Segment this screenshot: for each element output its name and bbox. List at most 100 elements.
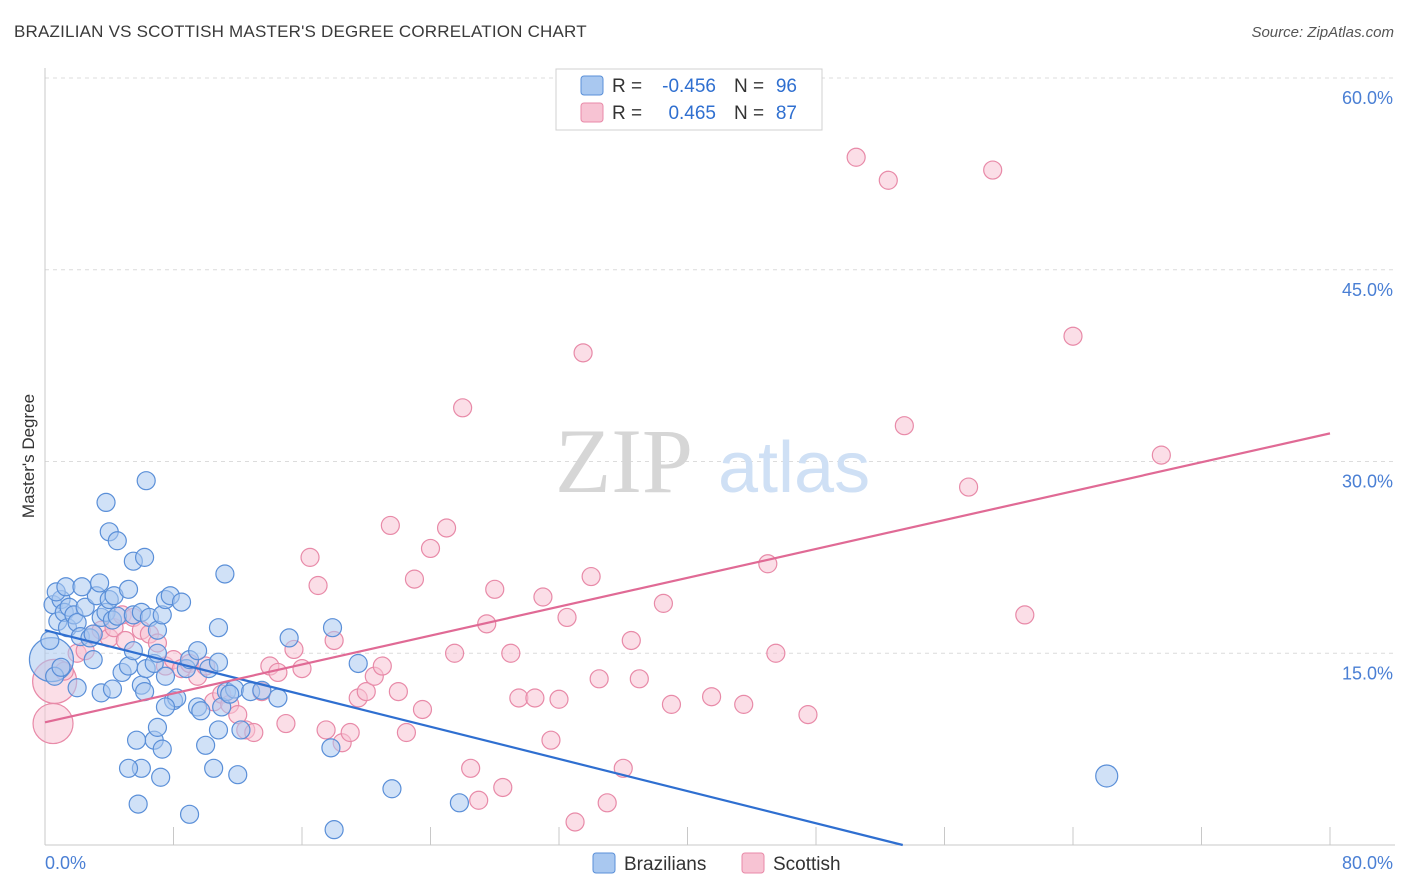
- scottish-point-79: [846, 147, 866, 167]
- brazilian-point-19: [107, 606, 127, 626]
- scottish-trend-line: [44, 432, 1331, 724]
- scottish-point-85: [1063, 326, 1083, 346]
- scottish-point-45: [396, 722, 417, 743]
- scottish-point-80: [878, 170, 898, 190]
- scottish-point-55: [485, 579, 505, 599]
- x-tick-labels: 0.0% 80.0%: [45, 853, 1393, 873]
- brazilian-point-62: [231, 720, 251, 740]
- brazilian-point-80: [228, 765, 248, 785]
- watermark-zip: ZIP: [555, 410, 693, 512]
- brazilian-point-38: [136, 471, 156, 491]
- scottish-point-62: [549, 689, 569, 709]
- bottom-legend-scottish: Scottish: [773, 854, 841, 875]
- brazilian-point-89: [449, 793, 470, 813]
- y-tick-label-3: 60.0%: [1342, 88, 1393, 108]
- brazilian-point-92: [67, 678, 87, 698]
- scottish-point-0: [32, 702, 74, 745]
- brazilian-point-87: [324, 820, 344, 840]
- scottish-point-51: [453, 398, 473, 418]
- scottish-point-60: [533, 587, 553, 607]
- legend-r-label-1: R =: [612, 76, 642, 97]
- brazilian-point-33: [96, 492, 116, 513]
- x-tick-label-1: 80.0%: [1342, 853, 1393, 873]
- brazilian-point-78: [208, 720, 229, 740]
- brazilian-point-91: [51, 657, 71, 677]
- scottish-point-64: [565, 812, 585, 832]
- scottish-point-30: [276, 713, 296, 734]
- scottish-point-84: [1015, 605, 1035, 625]
- bottom-legend-swatch-brazilians: [592, 852, 616, 874]
- y-tick-labels: 15.0% 30.0% 45.0% 60.0%: [1342, 88, 1393, 683]
- scottish-point-34: [308, 575, 328, 596]
- legend-n-label-2: N =: [734, 103, 764, 124]
- bottom-legend-swatch-scottish: [741, 852, 765, 874]
- brazilian-point-75: [155, 697, 176, 717]
- brazilian-point-76: [187, 641, 208, 661]
- stats-legend: R = -0.456 N = 96 R = 0.465 N = 87: [555, 68, 823, 131]
- brazilian-point-85: [128, 794, 148, 814]
- legend-swatch-blue: [580, 75, 604, 96]
- scottish-point-82: [958, 477, 979, 497]
- watermark-atlas: atlas: [718, 428, 870, 508]
- legend-r-value-2: 0.465: [668, 103, 716, 124]
- brazilian-point-86: [179, 804, 200, 824]
- scottish-point-71: [629, 669, 649, 689]
- brazilian-point-56: [191, 701, 211, 721]
- brazilian-point-35: [107, 531, 127, 551]
- scottish-point-86: [1151, 445, 1171, 465]
- scottish-point-74: [701, 687, 722, 707]
- legend-n-label-1: N =: [734, 76, 764, 97]
- scottish-point-77: [766, 643, 786, 663]
- scottish-point-65: [573, 343, 593, 363]
- scottish-point-53: [469, 790, 489, 810]
- brazilian-point-77: [196, 735, 216, 755]
- brazilian-point-23: [90, 573, 110, 593]
- scottish-point-66: [581, 566, 601, 587]
- brazilian-point-83: [118, 758, 139, 778]
- scottish-point-68: [597, 793, 617, 813]
- scottish-point-52: [461, 758, 481, 778]
- scottish-point-75: [734, 694, 754, 714]
- scottish-point-48: [420, 538, 441, 559]
- scottish-point-47: [412, 699, 433, 720]
- scottish-point-83: [983, 160, 1003, 180]
- bottom-legend-brazilians: Brazilians: [624, 854, 706, 875]
- brazilian-point-90: [1095, 764, 1119, 788]
- brazilian-point-21: [56, 577, 76, 597]
- trend-lines: [44, 432, 1331, 847]
- scottish-point-56: [493, 777, 513, 798]
- scottish-point-44: [388, 681, 408, 702]
- brazilian-point-69: [348, 653, 368, 674]
- y-tick-label-2: 45.0%: [1342, 280, 1393, 300]
- scottish-point-67: [589, 669, 609, 689]
- scottish-point-38: [340, 722, 360, 743]
- series-legend: Brazilians Scottish: [592, 852, 841, 875]
- brazilian-point-95: [40, 630, 60, 651]
- brazilian-point-66: [279, 628, 299, 648]
- brazilian-point-40: [208, 618, 229, 638]
- grid-lines: [45, 77, 1395, 654]
- scottish-point-81: [894, 416, 914, 436]
- scottish-point-46: [404, 569, 425, 589]
- legend-r-label-2: R =: [612, 103, 642, 124]
- legend-n-value-2: 87: [776, 103, 797, 124]
- brazilian-point-93: [83, 650, 103, 670]
- brazilian-point-81: [204, 758, 224, 778]
- scottish-point-43: [380, 515, 400, 536]
- brazilian-point-72: [126, 730, 147, 750]
- brazilian-point-58: [208, 652, 229, 672]
- brazilian-point-50: [155, 666, 176, 686]
- scottish-point-35: [316, 720, 336, 740]
- scottish-point-73: [661, 694, 682, 714]
- brazilian-points: [28, 471, 1119, 840]
- scottish-point-49: [436, 518, 457, 538]
- brazilian-point-94: [171, 592, 192, 612]
- brazilian-point-74: [152, 739, 172, 759]
- brazilian-point-68: [321, 738, 341, 758]
- scottish-point-78: [798, 705, 818, 725]
- chart-title: BRAZILIAN VS SCOTTISH MASTER'S DEGREE CO…: [14, 22, 587, 41]
- brazilian-point-67: [322, 618, 343, 638]
- scottish-point-72: [653, 593, 674, 613]
- brazilian-point-79: [220, 684, 240, 704]
